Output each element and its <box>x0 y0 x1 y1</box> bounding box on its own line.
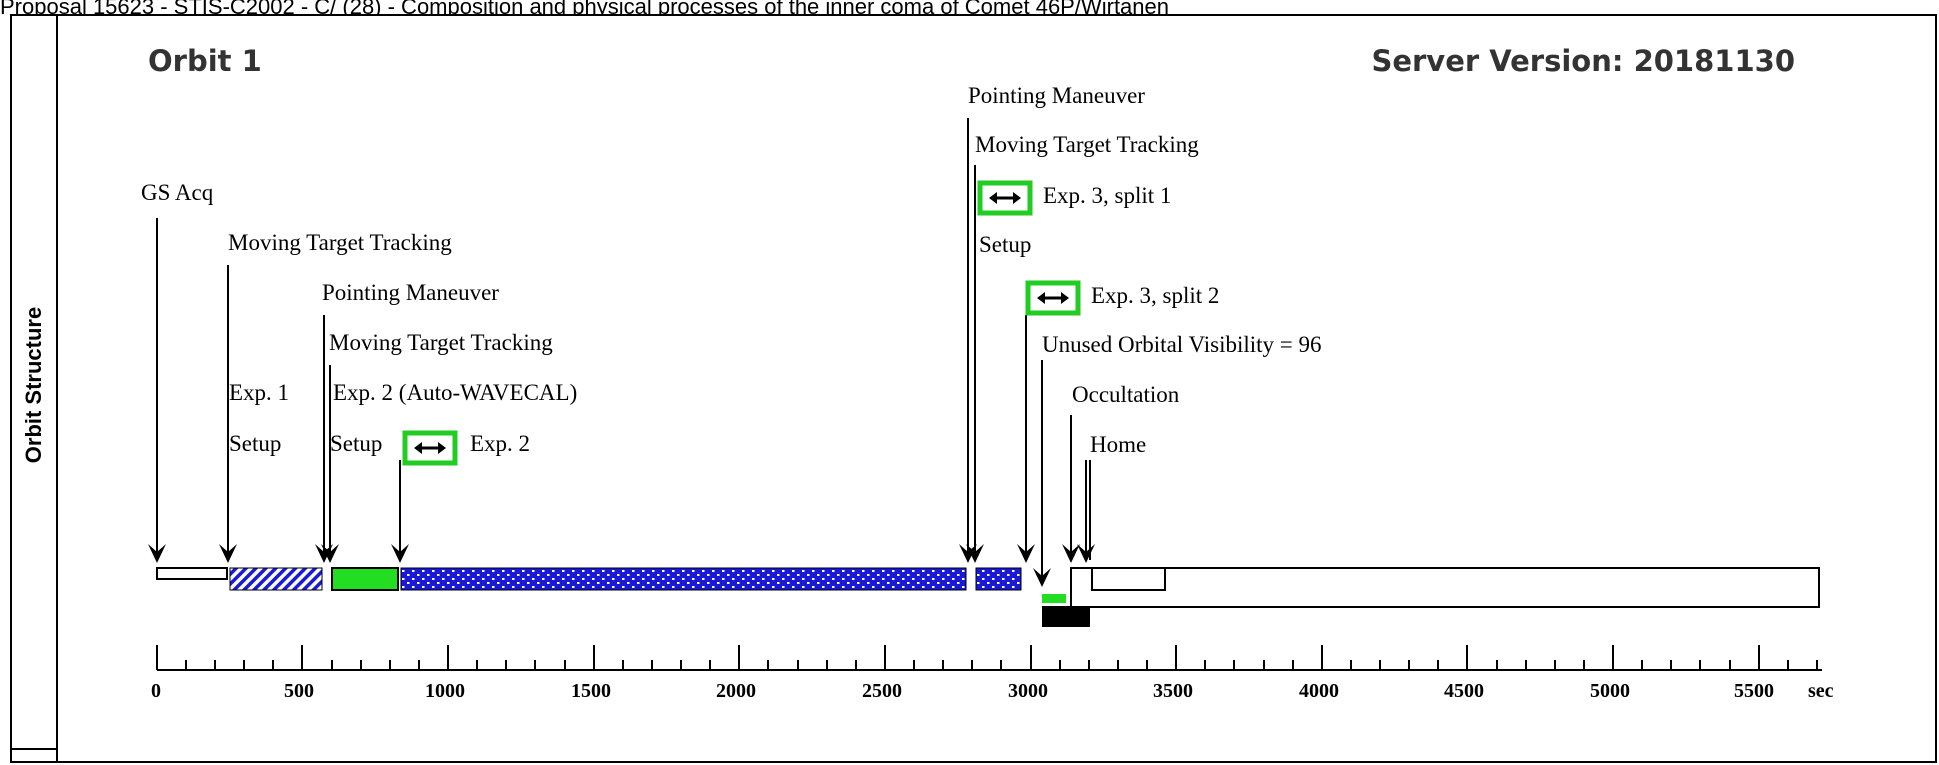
tick-label: 0 <box>151 680 161 702</box>
time-axis <box>156 645 1822 671</box>
arrowheads <box>148 544 1095 587</box>
sidebar <box>10 14 58 763</box>
bar-exp3-split1 <box>975 567 1022 591</box>
orbit-title: Orbit 1 <box>148 44 262 78</box>
tick-label: 1000 <box>425 680 465 702</box>
tick-label: 500 <box>284 680 314 702</box>
tick-label: 3500 <box>1153 680 1193 702</box>
event-label-home: Home <box>1090 432 1146 457</box>
event-label-setup-1: Setup <box>229 431 281 456</box>
orbit-panel <box>10 14 1937 763</box>
tick-label: 5500 <box>1734 680 1774 702</box>
double-arrow-icon <box>977 180 1033 216</box>
server-version: Server Version: 20181130 <box>1371 44 1795 78</box>
tick-label: 2000 <box>716 680 756 702</box>
tick-label: 3000 <box>1008 680 1048 702</box>
bar-occultation-black <box>1042 606 1090 627</box>
double-arrow-icon <box>402 430 458 466</box>
event-label-unused: Unused Orbital Visibility = 96 <box>1042 332 1322 357</box>
tick-label: 5000 <box>1590 680 1630 702</box>
proposal-title-line: Proposal 15623 - STIS-C2002 - C/ (28) - … <box>0 0 1169 16</box>
sidebar-tab <box>10 748 58 763</box>
tick-label: 4500 <box>1444 680 1484 702</box>
tick-label: 4000 <box>1299 680 1339 702</box>
bar-mtt-hatched <box>229 567 323 591</box>
event-label-gs-acq: GS Acq <box>141 180 214 205</box>
event-label-exp2: Exp. 2 <box>470 431 530 456</box>
event-label-pm-1: Pointing Maneuver <box>322 280 499 305</box>
event-arrows <box>156 118 1087 585</box>
event-label-pm-2: Pointing Maneuver <box>968 83 1145 108</box>
tick-label: 1500 <box>571 680 611 702</box>
double-arrow-icon <box>1025 280 1081 316</box>
bar-unused-visibility <box>1070 567 1820 608</box>
axis-unit: sec <box>1808 680 1834 702</box>
timeline-bars <box>156 567 1820 627</box>
bar-exp3-green <box>1042 594 1066 603</box>
bar-home <box>1091 567 1166 591</box>
bar-gs-acq <box>156 567 228 580</box>
event-label-mtt-3: Moving Target Tracking <box>975 132 1199 157</box>
bar-exp1-setup <box>331 567 399 591</box>
event-label-mtt-2: Moving Target Tracking <box>329 330 553 355</box>
event-label-exp3-split1: Exp. 3, split 1 <box>1043 183 1171 208</box>
event-label-exp2-auto: Exp. 2 (Auto-WAVECAL) <box>333 380 577 405</box>
event-label-setup-2: Setup <box>330 431 382 456</box>
tick-label: 2500 <box>862 680 902 702</box>
bar-exp2-dotted <box>400 567 967 591</box>
event-label-occultation: Occultation <box>1072 382 1180 407</box>
event-label-mtt-1: Moving Target Tracking <box>228 230 452 255</box>
event-label-exp3-split2: Exp. 3, split 2 <box>1091 283 1219 308</box>
event-label-setup-3: Setup <box>979 232 1031 257</box>
event-label-exp1: Exp. 1 <box>229 380 289 405</box>
